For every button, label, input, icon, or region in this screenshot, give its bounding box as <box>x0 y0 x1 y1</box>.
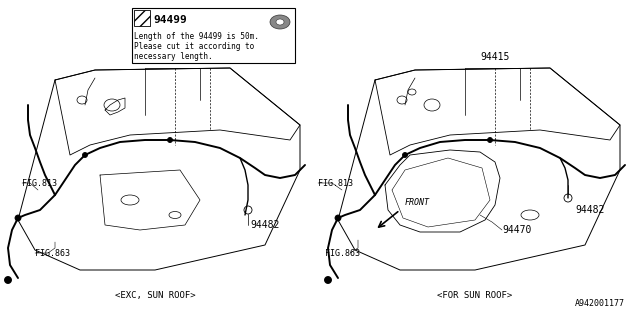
Circle shape <box>335 215 341 221</box>
Circle shape <box>4 276 12 284</box>
Text: 94499: 94499 <box>153 15 187 25</box>
Text: 94415: 94415 <box>160 52 189 62</box>
Text: <EXC, SUN ROOF>: <EXC, SUN ROOF> <box>115 291 195 300</box>
Circle shape <box>168 138 173 142</box>
Text: 94415: 94415 <box>480 52 509 62</box>
Text: Length of the 94499 is 50m.: Length of the 94499 is 50m. <box>134 32 259 41</box>
Text: 94482: 94482 <box>250 220 280 230</box>
Text: <FOR SUN ROOF>: <FOR SUN ROOF> <box>437 291 513 300</box>
Circle shape <box>403 153 408 157</box>
Text: FIG.813: FIG.813 <box>318 179 353 188</box>
Bar <box>132 8 295 63</box>
Text: FIG.813: FIG.813 <box>22 179 57 188</box>
Circle shape <box>15 215 21 221</box>
Text: FRONT: FRONT <box>405 198 430 207</box>
Text: 94470: 94470 <box>502 225 531 235</box>
Ellipse shape <box>270 15 290 29</box>
Bar <box>134 10 150 26</box>
Circle shape <box>488 138 493 142</box>
Text: 94482: 94482 <box>575 205 604 215</box>
Circle shape <box>324 276 332 284</box>
Text: FIG.863: FIG.863 <box>35 249 70 258</box>
Text: A942001177: A942001177 <box>575 299 625 308</box>
Circle shape <box>83 153 88 157</box>
Text: necessary length.: necessary length. <box>134 52 212 61</box>
Ellipse shape <box>276 19 284 25</box>
Text: FIG.863: FIG.863 <box>325 249 360 258</box>
Text: Please cut it according to: Please cut it according to <box>134 42 254 51</box>
